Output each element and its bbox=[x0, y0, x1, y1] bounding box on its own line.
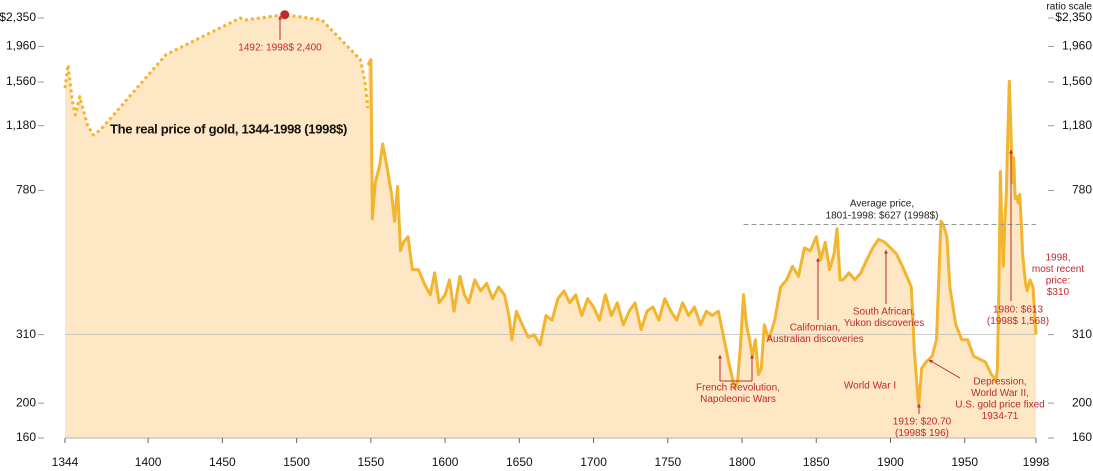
arrow-head bbox=[750, 355, 754, 359]
y-tick-label-right: $2,350 bbox=[1055, 10, 1092, 24]
x-tick-label: 1850 bbox=[803, 455, 830, 469]
annotation: (1998$ 196) bbox=[895, 428, 949, 439]
annotation: World War II, bbox=[971, 388, 1029, 399]
x-tick-label: 1600 bbox=[432, 455, 459, 469]
y-tick-label-right: 1,560 bbox=[1062, 74, 1092, 88]
x-tick-label: 1400 bbox=[135, 455, 162, 469]
x-tick-label: 1650 bbox=[506, 455, 533, 469]
annotation: 1998, bbox=[1045, 253, 1070, 264]
annotation: Australian discoveries bbox=[766, 334, 863, 345]
annotation: 1934-71 bbox=[982, 411, 1019, 422]
average-label: Average price, bbox=[850, 199, 914, 210]
arrow-head bbox=[718, 355, 722, 359]
arrow-head bbox=[884, 250, 888, 254]
x-tick-label: 1950 bbox=[951, 455, 978, 469]
area bbox=[367, 59, 1036, 438]
annotation: World War I bbox=[844, 381, 896, 392]
x-tick-label: 1550 bbox=[357, 455, 384, 469]
arrow-head bbox=[917, 404, 921, 408]
arrow-head bbox=[278, 16, 282, 20]
annotation: Yukon discoveries bbox=[844, 318, 925, 329]
annotation: U.S. gold price fixed bbox=[955, 400, 1045, 411]
y-tick-label: 780 bbox=[16, 183, 36, 197]
y-tick-label-right: 200 bbox=[1072, 395, 1092, 409]
annotation: most recent bbox=[1032, 264, 1084, 275]
annotation: 1980: $613 bbox=[993, 305, 1043, 316]
annotation: 1919: $20.70 bbox=[893, 417, 952, 428]
y-tick-label-right: 160 bbox=[1072, 430, 1092, 444]
annotation: Napoleonic Wars bbox=[700, 394, 776, 405]
x-tick-label: 1450 bbox=[209, 455, 236, 469]
highlight-point bbox=[280, 10, 290, 20]
annotation: French Revolution, bbox=[696, 383, 780, 394]
y-tick-label: 310 bbox=[16, 327, 36, 341]
y-tick-label: 200 bbox=[16, 395, 36, 409]
chart-title: The real price of gold, 1344-1998 (1998$… bbox=[110, 121, 347, 136]
arrow-head bbox=[816, 258, 820, 262]
annotation-arrow bbox=[928, 359, 961, 379]
average-label: 1801-1998: $627 (1998$) bbox=[826, 211, 939, 222]
y-tick-label-right: 310 bbox=[1072, 327, 1092, 341]
scale-label: ratio scale bbox=[1046, 2, 1092, 13]
y-tick-label: 160 bbox=[16, 430, 36, 444]
y-tick-label: $2,350 bbox=[0, 10, 36, 24]
y-tick-label: 1,180 bbox=[6, 118, 36, 132]
price-line bbox=[63, 13, 370, 137]
x-tick-label: 1800 bbox=[729, 455, 756, 469]
x-tick-label: 1900 bbox=[877, 455, 904, 469]
x-tick-label: 1700 bbox=[580, 455, 607, 469]
y-tick-label-right: 780 bbox=[1072, 183, 1092, 197]
x-tick-label: 1344 bbox=[52, 455, 79, 469]
y-tick-label-right: 1,960 bbox=[1062, 39, 1092, 53]
x-tick-label: 1500 bbox=[283, 455, 310, 469]
y-tick-label-right: 1,180 bbox=[1062, 118, 1092, 132]
annotation: Californian, bbox=[790, 323, 841, 334]
x-tick-label: 1998 bbox=[1023, 455, 1050, 469]
y-tick-label: 1,960 bbox=[6, 39, 36, 53]
annotation: South African, bbox=[853, 307, 915, 318]
x-tick-label: 1750 bbox=[654, 455, 681, 469]
area bbox=[65, 14, 368, 438]
annotation: 1492: 1998$ 2,400 bbox=[238, 43, 322, 54]
y-tick-label: 1,560 bbox=[6, 74, 36, 88]
annotation: (1998$ 1,568) bbox=[987, 316, 1049, 327]
annotation: $310 bbox=[1047, 287, 1070, 298]
area-layer bbox=[65, 14, 1036, 438]
arrow-head bbox=[1009, 150, 1013, 154]
annotation: Depression, bbox=[973, 377, 1026, 388]
arrow-head bbox=[929, 360, 933, 364]
annotation: price: bbox=[1046, 276, 1070, 287]
